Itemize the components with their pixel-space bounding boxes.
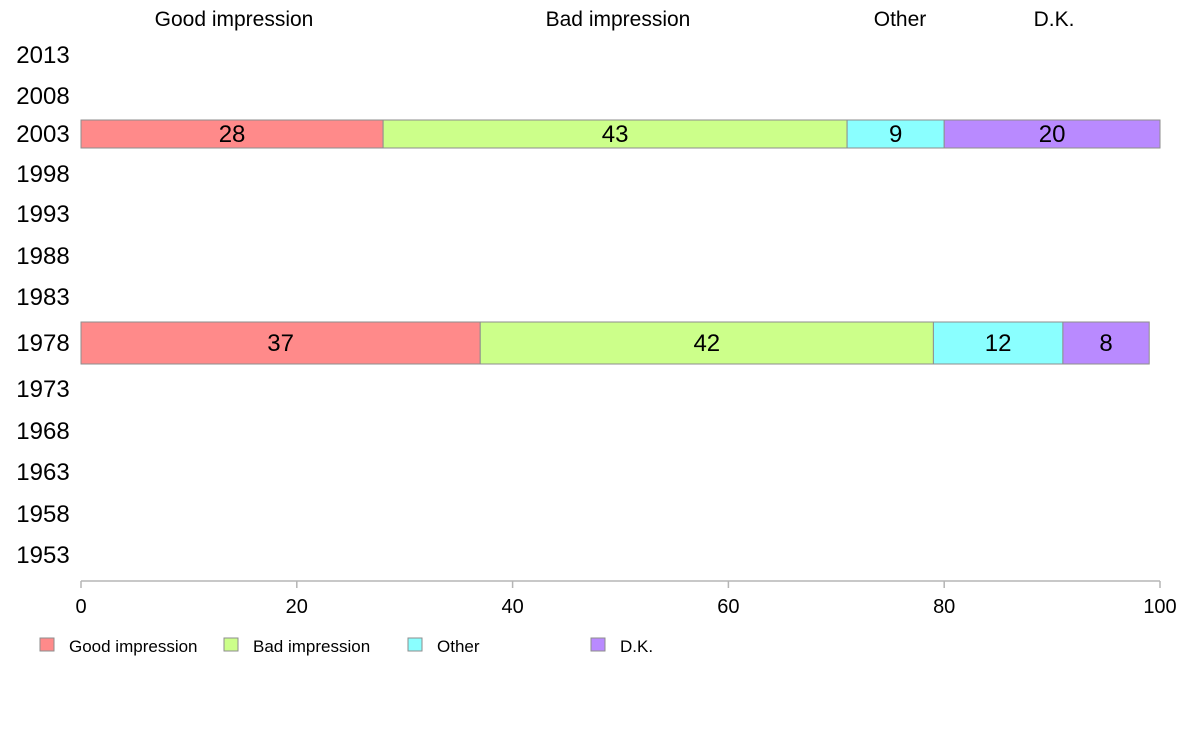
data-label: 8: [1099, 330, 1112, 357]
column-header: Other: [874, 8, 927, 31]
x-tick-label: 100: [1143, 596, 1176, 618]
y-tick-label: 1998: [16, 161, 69, 188]
column-header: D.K.: [1034, 8, 1075, 31]
data-label: 42: [693, 330, 720, 357]
y-tick-label: 1978: [16, 330, 69, 357]
bars: 28 43 9 20 37 42 12 8: [80, 119, 1161, 365]
x-axis: 0 20 40 60 80 100: [75, 580, 1177, 618]
x-tick-label: 80: [933, 596, 955, 618]
y-tick-label: 1993: [16, 201, 69, 228]
data-label: 43: [602, 121, 629, 148]
bar-segment: [846, 119, 945, 149]
y-tick-label: 1963: [16, 459, 69, 486]
legend-label: D.K.: [620, 637, 653, 656]
x-tick-label: 40: [501, 596, 523, 618]
column-headers: Good impression Bad impression Other D.K.: [155, 8, 1075, 31]
bar-segment: [479, 321, 934, 365]
column-header: Bad impression: [546, 8, 691, 31]
data-label: 28: [219, 121, 246, 148]
data-label: 12: [985, 330, 1012, 357]
y-tick-label: 2013: [16, 42, 69, 69]
legend-swatch: [590, 637, 606, 652]
y-tick-label: 1973: [16, 376, 69, 403]
y-axis-labels: 2013 2008 2003 1998 1993 1988 1983 1978 1973 1968…: [16, 42, 69, 569]
legend-label: Bad impression: [253, 637, 370, 656]
bar-segment: [80, 119, 384, 149]
bar-segment: [943, 119, 1161, 149]
data-label: 9: [889, 121, 902, 148]
data-label: 20: [1039, 121, 1066, 148]
legend-swatch: [39, 637, 55, 652]
data-label: 37: [267, 330, 294, 357]
legend-swatch: [407, 637, 423, 652]
x-tick-label: 20: [286, 596, 308, 618]
legend: Good impression Bad impression Other D.K.: [39, 637, 653, 656]
y-tick-label: 1958: [16, 501, 69, 528]
y-tick-label: 1983: [16, 284, 69, 311]
legend-swatch: [223, 637, 239, 652]
y-tick-label: 1988: [16, 243, 69, 270]
x-tick-label: 60: [717, 596, 739, 618]
x-tick-label: 0: [75, 596, 86, 618]
y-tick-label: 2003: [16, 121, 69, 148]
bar-segment: [932, 321, 1064, 365]
legend-label: Good impression: [69, 637, 198, 656]
y-tick-label: 1953: [16, 542, 69, 569]
legend-label: Other: [437, 637, 480, 656]
column-header: Good impression: [155, 8, 314, 31]
bar-segment: [1062, 321, 1150, 365]
bar-segment: [382, 119, 848, 149]
y-tick-label: 2008: [16, 83, 69, 110]
bar-segment: [80, 321, 481, 365]
y-tick-label: 1968: [16, 418, 69, 445]
